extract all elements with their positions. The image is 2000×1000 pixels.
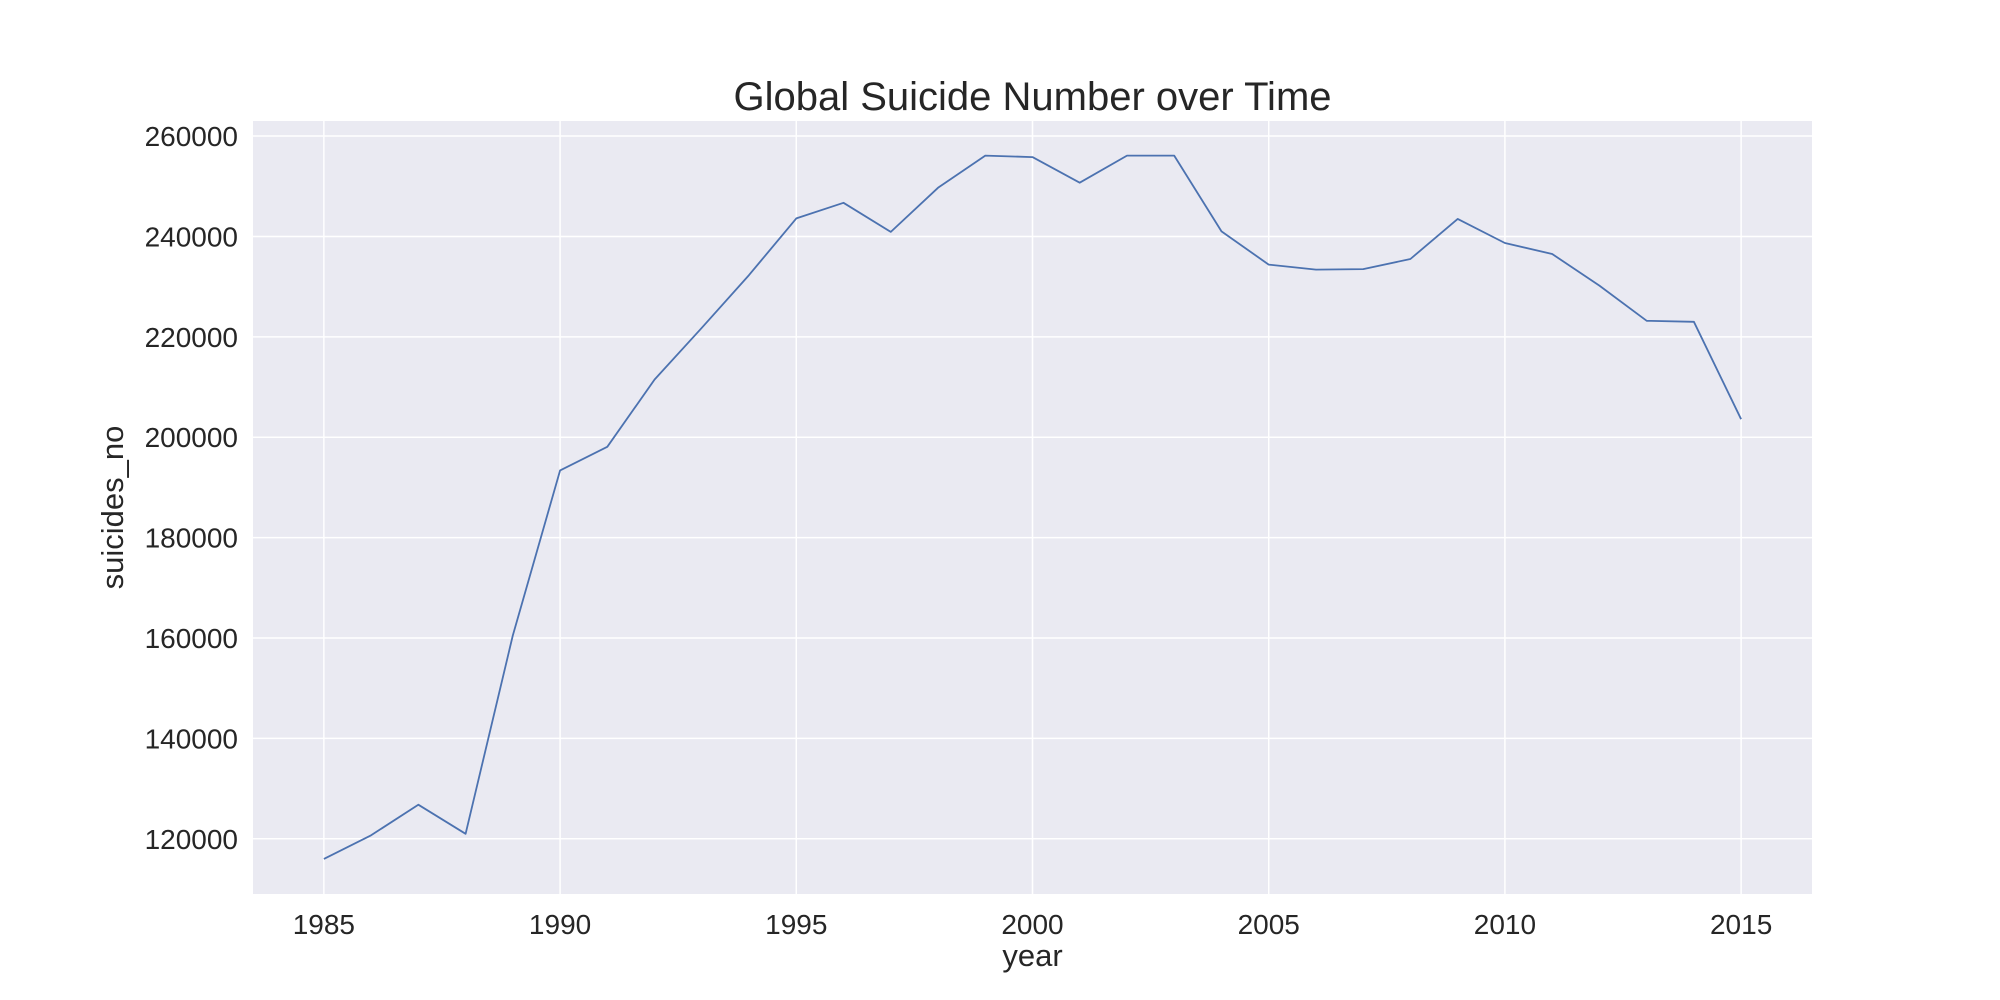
x-tick-label: 1995 bbox=[765, 909, 827, 940]
y-tick-label: 240000 bbox=[145, 221, 238, 252]
y-tick-label: 220000 bbox=[145, 322, 238, 353]
grid-lines bbox=[253, 121, 1812, 894]
y-tick-label: 200000 bbox=[145, 422, 238, 453]
x-tick-label: 2000 bbox=[1001, 909, 1063, 940]
x-tick-label: 1990 bbox=[529, 909, 591, 940]
y-tick-label: 260000 bbox=[145, 121, 238, 152]
series-line bbox=[323, 154, 1742, 860]
x-tick-label: 2015 bbox=[1710, 909, 1772, 940]
y-tick-label: 160000 bbox=[145, 623, 238, 654]
x-tick-label: 2010 bbox=[1474, 909, 1536, 940]
y-tick-label: 140000 bbox=[145, 723, 238, 754]
tick-labels: 1985 1990 1995 2000 2005 2010 2015 120000 140000… bbox=[145, 121, 1773, 940]
x-tick-label: 2005 bbox=[1238, 909, 1300, 940]
y-tick-label: 120000 bbox=[145, 824, 238, 855]
y-tick-label: 180000 bbox=[145, 523, 238, 554]
series-layer bbox=[323, 154, 1742, 860]
y-axis-label: suicides_no bbox=[95, 426, 130, 590]
x-axis-label: year bbox=[1002, 938, 1062, 973]
chart-title: Global Suicide Number over Time bbox=[733, 75, 1331, 119]
x-tick-label: 1985 bbox=[293, 909, 355, 940]
